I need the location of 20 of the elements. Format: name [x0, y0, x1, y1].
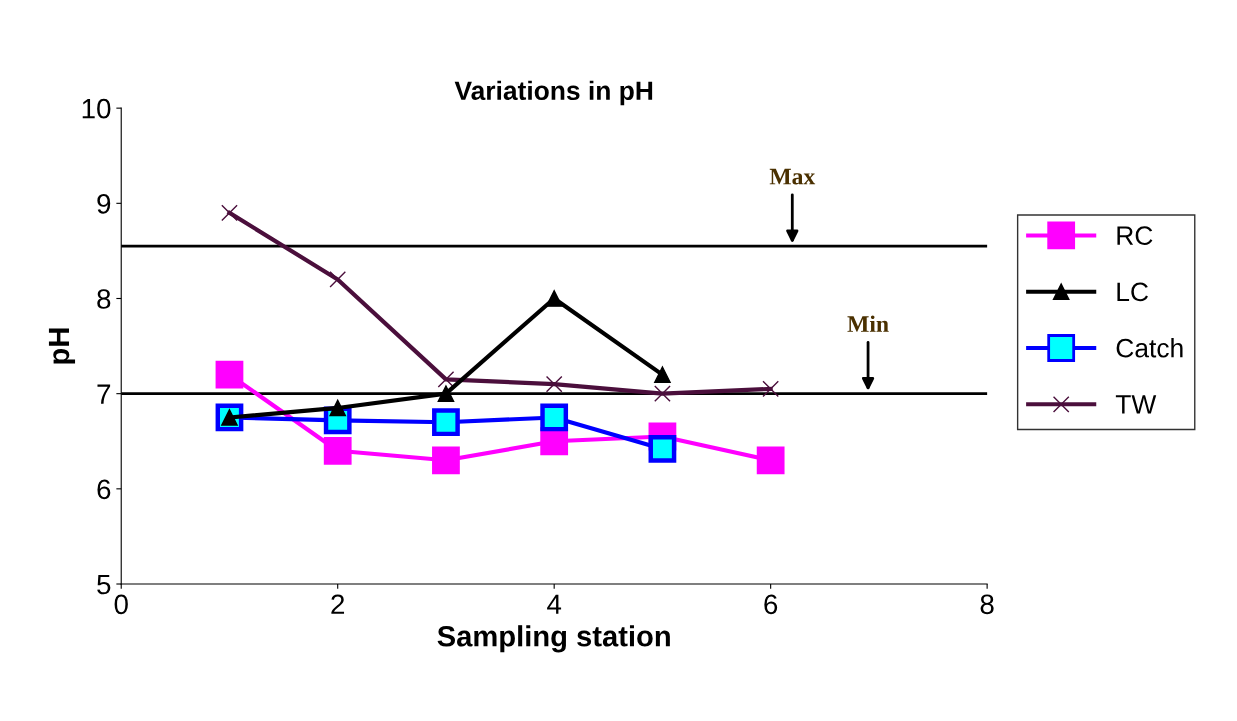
x-tick-label: 8 [980, 594, 994, 615]
x-axis-title: Sampling station [437, 625, 670, 653]
x-tick-label: 6 [764, 594, 778, 615]
x-tick-label: 4 [547, 594, 562, 614]
legend-label: TW [1115, 395, 1157, 414]
y-tick-label: 6 [97, 479, 111, 500]
y-tick-label: 9 [97, 193, 111, 214]
y-tick-label: 8 [97, 289, 111, 309]
chart-title: Variations in pH [454, 80, 653, 106]
y-tick-label: 10 [82, 98, 111, 119]
x-tick-label: 2 [331, 594, 345, 614]
legend-label: Catch [1116, 338, 1183, 358]
annotation: Min [847, 315, 889, 332]
annotation: Max [769, 168, 816, 185]
y-tick-label: 5 [97, 574, 111, 595]
x-tick-label: 0 [114, 594, 128, 615]
legend-label: LC [1117, 282, 1149, 302]
legend-label: RC [1117, 226, 1153, 245]
y-tick-label: 7 [97, 384, 111, 404]
y-axis-title: pH [48, 328, 76, 364]
